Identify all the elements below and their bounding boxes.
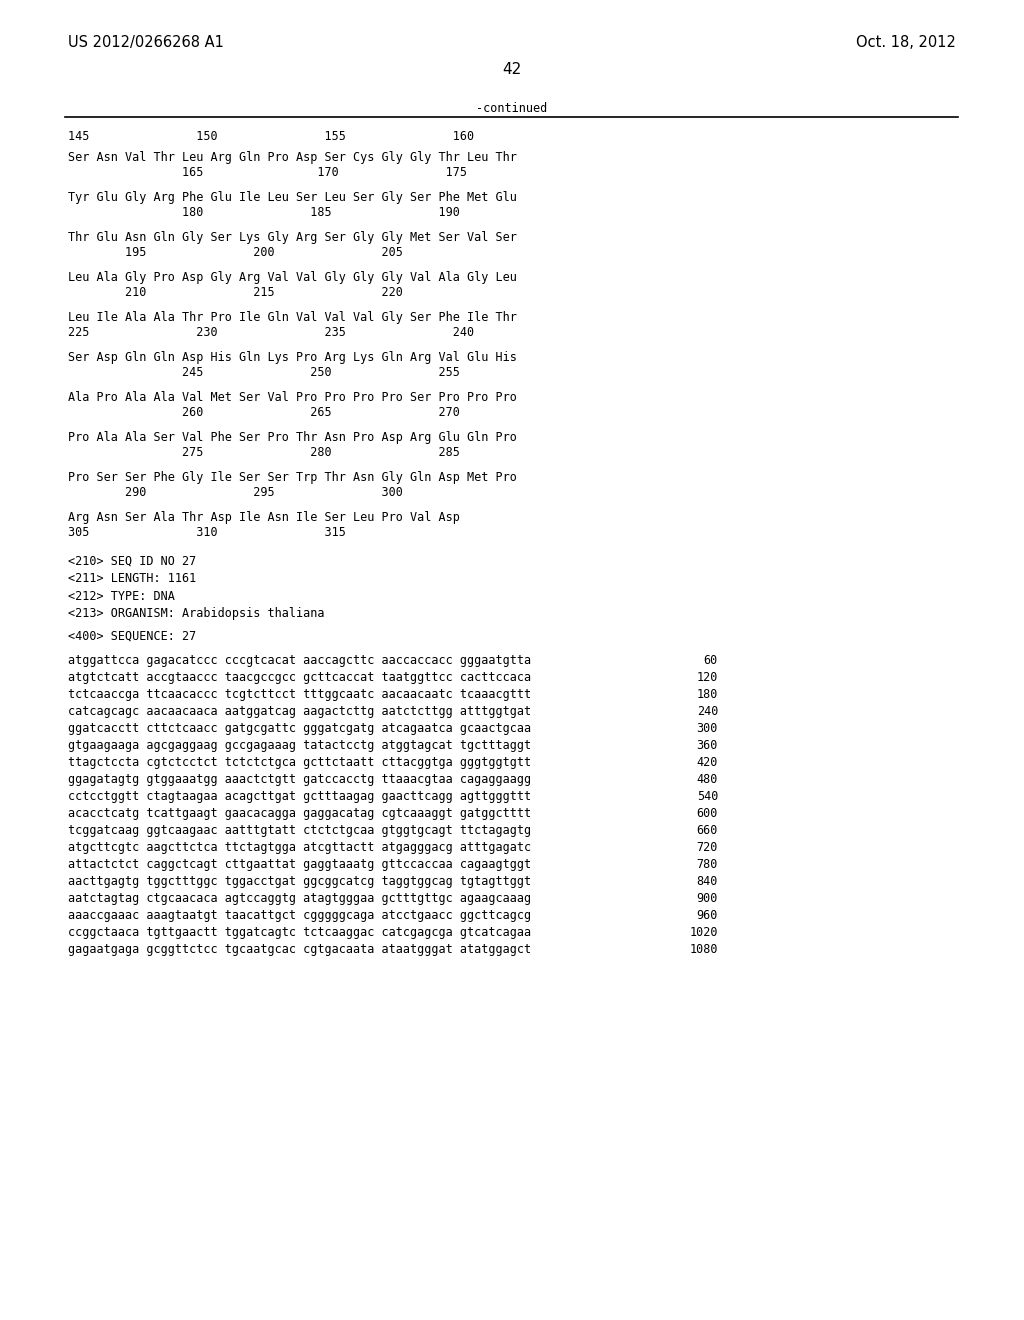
Text: Arg Asn Ser Ala Thr Asp Ile Asn Ile Ser Leu Pro Val Asp: Arg Asn Ser Ala Thr Asp Ile Asn Ile Ser … [68, 511, 460, 524]
Text: Thr Glu Asn Gln Gly Ser Lys Gly Arg Ser Gly Gly Met Ser Val Ser: Thr Glu Asn Gln Gly Ser Lys Gly Arg Ser … [68, 231, 517, 244]
Text: ggatcacctt cttctcaacc gatgcgattc gggatcgatg atcagaatca gcaactgcaa: ggatcacctt cttctcaacc gatgcgattc gggatcg… [68, 722, 531, 735]
Text: 900: 900 [696, 892, 718, 906]
Text: Oct. 18, 2012: Oct. 18, 2012 [856, 36, 956, 50]
Text: cctcctggtt ctagtaagaa acagcttgat gctttaagag gaacttcagg agttgggttt: cctcctggtt ctagtaagaa acagcttgat gctttaa… [68, 789, 531, 803]
Text: <212> TYPE: DNA: <212> TYPE: DNA [68, 590, 175, 602]
Text: tcggatcaag ggtcaagaac aatttgtatt ctctctgcaa gtggtgcagt ttctagagtg: tcggatcaag ggtcaagaac aatttgtatt ctctctg… [68, 824, 531, 837]
Text: -continued: -continued [476, 102, 548, 115]
Text: 275               280               285: 275 280 285 [68, 446, 460, 459]
Text: 600: 600 [696, 807, 718, 820]
Text: 960: 960 [696, 909, 718, 921]
Text: 195               200               205: 195 200 205 [68, 246, 402, 259]
Text: 225               230               235               240: 225 230 235 240 [68, 326, 474, 339]
Text: 60: 60 [703, 653, 718, 667]
Text: 120: 120 [696, 671, 718, 684]
Text: 165                170               175: 165 170 175 [68, 166, 467, 180]
Text: 245               250               255: 245 250 255 [68, 366, 460, 379]
Text: 780: 780 [696, 858, 718, 871]
Text: 360: 360 [696, 739, 718, 752]
Text: <400> SEQUENCE: 27: <400> SEQUENCE: 27 [68, 630, 197, 643]
Text: 660: 660 [696, 824, 718, 837]
Text: 210               215               220: 210 215 220 [68, 286, 402, 300]
Text: US 2012/0266268 A1: US 2012/0266268 A1 [68, 36, 224, 50]
Text: atgtctcatt accgtaaccc taacgccgcc gcttcaccat taatggttcc cacttccaca: atgtctcatt accgtaaccc taacgccgcc gcttcac… [68, 671, 531, 684]
Text: 305               310               315: 305 310 315 [68, 525, 346, 539]
Text: ttagctccta cgtctcctct tctctctgca gcttctaatt cttacggtga gggtggtgtt: ttagctccta cgtctcctct tctctctgca gcttcta… [68, 756, 531, 770]
Text: Tyr Glu Gly Arg Phe Glu Ile Leu Ser Leu Ser Gly Ser Phe Met Glu: Tyr Glu Gly Arg Phe Glu Ile Leu Ser Leu … [68, 191, 517, 205]
Text: Ser Asn Val Thr Leu Arg Gln Pro Asp Ser Cys Gly Gly Thr Leu Thr: Ser Asn Val Thr Leu Arg Gln Pro Asp Ser … [68, 150, 517, 164]
Text: ggagatagtg gtggaaatgg aaactctgtt gatccacctg ttaaacgtaa cagaggaagg: ggagatagtg gtggaaatgg aaactctgtt gatccac… [68, 774, 531, 785]
Text: 1020: 1020 [689, 927, 718, 939]
Text: aatctagtag ctgcaacaca agtccaggtg atagtgggaa gctttgttgc agaagcaaag: aatctagtag ctgcaacaca agtccaggtg atagtgg… [68, 892, 531, 906]
Text: catcagcagc aacaacaaca aatggatcag aagactcttg aatctcttgg atttggtgat: catcagcagc aacaacaaca aatggatcag aagactc… [68, 705, 531, 718]
Text: 42: 42 [503, 62, 521, 77]
Text: aaaccgaaac aaagtaatgt taacattgct cgggggcaga atcctgaacc ggcttcagcg: aaaccgaaac aaagtaatgt taacattgct cgggggc… [68, 909, 531, 921]
Text: Leu Ile Ala Ala Thr Pro Ile Gln Val Val Val Gly Ser Phe Ile Thr: Leu Ile Ala Ala Thr Pro Ile Gln Val Val … [68, 312, 517, 323]
Text: 720: 720 [696, 841, 718, 854]
Text: 300: 300 [696, 722, 718, 735]
Text: <211> LENGTH: 1161: <211> LENGTH: 1161 [68, 573, 197, 585]
Text: ccggctaaca tgttgaactt tggatcagtc tctcaaggac catcgagcga gtcatcagaa: ccggctaaca tgttgaactt tggatcagtc tctcaag… [68, 927, 531, 939]
Text: 290               295               300: 290 295 300 [68, 486, 402, 499]
Text: 260               265               270: 260 265 270 [68, 407, 460, 418]
Text: gagaatgaga gcggttctcc tgcaatgcac cgtgacaata ataatgggat atatggagct: gagaatgaga gcggttctcc tgcaatgcac cgtgaca… [68, 942, 531, 956]
Text: acacctcatg tcattgaagt gaacacagga gaggacatag cgtcaaaggt gatggctttt: acacctcatg tcattgaagt gaacacagga gaggaca… [68, 807, 531, 820]
Text: <213> ORGANISM: Arabidopsis thaliana: <213> ORGANISM: Arabidopsis thaliana [68, 607, 325, 620]
Text: 1080: 1080 [689, 942, 718, 956]
Text: gtgaagaaga agcgaggaag gccgagaaag tatactcctg atggtagcat tgctttaggt: gtgaagaaga agcgaggaag gccgagaaag tatactc… [68, 739, 531, 752]
Text: aacttgagtg tggctttggc tggacctgat ggcggcatcg taggtggcag tgtagttggt: aacttgagtg tggctttggc tggacctgat ggcggca… [68, 875, 531, 888]
Text: Ala Pro Ala Ala Val Met Ser Val Pro Pro Pro Pro Ser Pro Pro Pro: Ala Pro Ala Ala Val Met Ser Val Pro Pro … [68, 391, 517, 404]
Text: 145               150               155               160: 145 150 155 160 [68, 129, 474, 143]
Text: atggattcca gagacatccc cccgtcacat aaccagcttc aaccaccacc gggaatgtta: atggattcca gagacatccc cccgtcacat aaccagc… [68, 653, 531, 667]
Text: tctcaaccga ttcaacaccc tcgtcttcct tttggcaatc aacaacaatc tcaaacgttt: tctcaaccga ttcaacaccc tcgtcttcct tttggca… [68, 688, 531, 701]
Text: 480: 480 [696, 774, 718, 785]
Text: 180               185               190: 180 185 190 [68, 206, 460, 219]
Text: <210> SEQ ID NO 27: <210> SEQ ID NO 27 [68, 554, 197, 568]
Text: Ser Asp Gln Gln Asp His Gln Lys Pro Arg Lys Gln Arg Val Glu His: Ser Asp Gln Gln Asp His Gln Lys Pro Arg … [68, 351, 517, 364]
Text: 240: 240 [696, 705, 718, 718]
Text: 840: 840 [696, 875, 718, 888]
Text: Leu Ala Gly Pro Asp Gly Arg Val Val Gly Gly Gly Val Ala Gly Leu: Leu Ala Gly Pro Asp Gly Arg Val Val Gly … [68, 271, 517, 284]
Text: attactctct caggctcagt cttgaattat gaggtaaatg gttccaccaa cagaagtggt: attactctct caggctcagt cttgaattat gaggtaa… [68, 858, 531, 871]
Text: 180: 180 [696, 688, 718, 701]
Text: atgcttcgtc aagcttctca ttctagtgga atcgttactt atgagggacg atttgagatc: atgcttcgtc aagcttctca ttctagtgga atcgtta… [68, 841, 531, 854]
Text: 420: 420 [696, 756, 718, 770]
Text: 540: 540 [696, 789, 718, 803]
Text: Pro Ala Ala Ser Val Phe Ser Pro Thr Asn Pro Asp Arg Glu Gln Pro: Pro Ala Ala Ser Val Phe Ser Pro Thr Asn … [68, 432, 517, 444]
Text: Pro Ser Ser Phe Gly Ile Ser Ser Trp Thr Asn Gly Gln Asp Met Pro: Pro Ser Ser Phe Gly Ile Ser Ser Trp Thr … [68, 471, 517, 484]
